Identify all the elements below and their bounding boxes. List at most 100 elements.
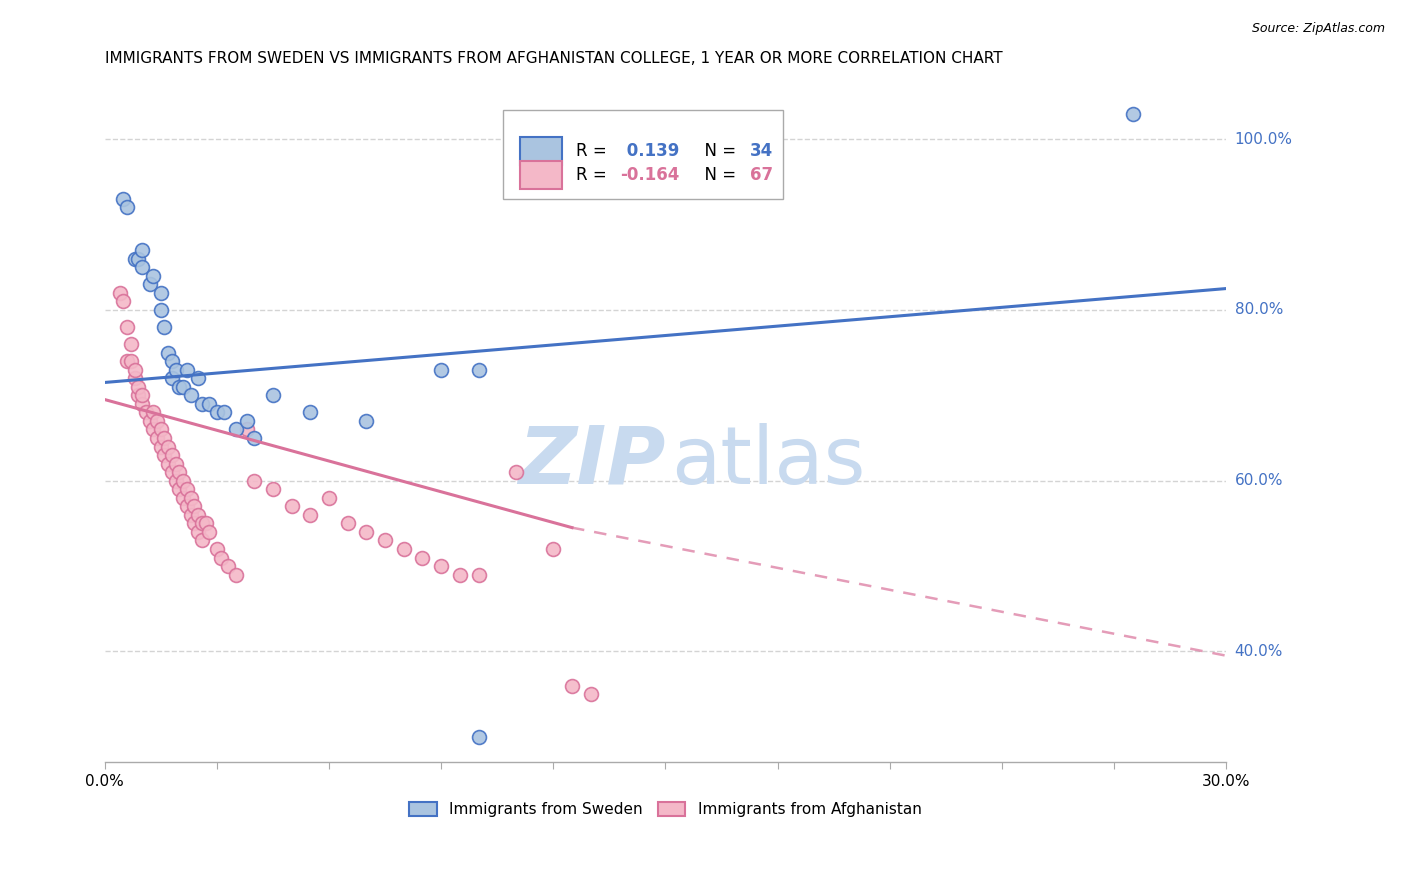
- Point: [165, 362, 187, 376]
- Point: [214, 405, 236, 419]
- Point: [142, 422, 165, 436]
- Point: [318, 491, 340, 505]
- Point: [262, 388, 284, 402]
- Point: [217, 559, 239, 574]
- Point: [176, 500, 198, 514]
- Text: 100.0%: 100.0%: [1234, 132, 1292, 146]
- Point: [142, 268, 165, 283]
- Point: [579, 687, 602, 701]
- Point: [194, 516, 217, 531]
- Point: [160, 371, 183, 385]
- Point: [392, 541, 415, 556]
- Point: [115, 320, 138, 334]
- Point: [153, 448, 176, 462]
- Point: [198, 524, 221, 539]
- Point: [172, 380, 194, 394]
- Point: [180, 491, 202, 505]
- Point: [146, 431, 169, 445]
- Point: [299, 508, 322, 522]
- Point: [149, 285, 172, 300]
- Point: [115, 201, 138, 215]
- FancyBboxPatch shape: [520, 161, 562, 189]
- Point: [187, 524, 209, 539]
- Point: [149, 440, 172, 454]
- Text: 67: 67: [749, 166, 773, 184]
- FancyBboxPatch shape: [520, 136, 562, 165]
- Point: [127, 380, 149, 394]
- Text: R =: R =: [575, 166, 612, 184]
- Point: [243, 431, 266, 445]
- Point: [165, 457, 187, 471]
- Point: [467, 567, 489, 582]
- Point: [187, 371, 209, 385]
- Text: Source: ZipAtlas.com: Source: ZipAtlas.com: [1251, 22, 1385, 36]
- Text: -0.164: -0.164: [620, 166, 681, 184]
- Text: 40.0%: 40.0%: [1234, 644, 1282, 659]
- Point: [165, 474, 187, 488]
- Point: [157, 440, 180, 454]
- Text: atlas: atlas: [671, 423, 866, 501]
- Point: [157, 457, 180, 471]
- Point: [108, 285, 131, 300]
- Point: [467, 362, 489, 376]
- Point: [191, 397, 214, 411]
- Point: [124, 362, 146, 376]
- Point: [149, 302, 172, 317]
- Point: [356, 414, 378, 428]
- Point: [191, 533, 214, 548]
- Point: [131, 243, 153, 257]
- Legend: Immigrants from Sweden, Immigrants from Afghanistan: Immigrants from Sweden, Immigrants from …: [404, 796, 928, 823]
- Point: [225, 422, 247, 436]
- Point: [112, 192, 135, 206]
- Text: 34: 34: [749, 142, 773, 160]
- Point: [149, 422, 172, 436]
- Point: [561, 679, 583, 693]
- Point: [160, 354, 183, 368]
- Point: [172, 474, 194, 488]
- Point: [183, 516, 205, 531]
- Point: [160, 448, 183, 462]
- Point: [127, 388, 149, 402]
- Point: [336, 516, 359, 531]
- Point: [225, 567, 247, 582]
- Text: IMMIGRANTS FROM SWEDEN VS IMMIGRANTS FROM AFGHANISTAN COLLEGE, 1 YEAR OR MORE CO: IMMIGRANTS FROM SWEDEN VS IMMIGRANTS FRO…: [104, 51, 1002, 66]
- Point: [209, 550, 232, 565]
- Point: [180, 388, 202, 402]
- Point: [176, 482, 198, 496]
- Point: [142, 405, 165, 419]
- Point: [112, 294, 135, 309]
- Text: 60.0%: 60.0%: [1234, 473, 1284, 488]
- Point: [160, 465, 183, 479]
- Point: [299, 405, 322, 419]
- Point: [467, 730, 489, 744]
- Point: [131, 388, 153, 402]
- FancyBboxPatch shape: [503, 110, 783, 199]
- Point: [176, 362, 198, 376]
- Point: [153, 431, 176, 445]
- Point: [127, 252, 149, 266]
- Point: [374, 533, 396, 548]
- Point: [153, 320, 176, 334]
- Point: [187, 508, 209, 522]
- Point: [543, 541, 565, 556]
- Point: [120, 354, 142, 368]
- Point: [169, 380, 191, 394]
- Point: [120, 337, 142, 351]
- Point: [205, 541, 228, 556]
- Point: [235, 414, 257, 428]
- Point: [262, 482, 284, 496]
- Point: [124, 252, 146, 266]
- Text: 80.0%: 80.0%: [1234, 302, 1282, 318]
- Text: R =: R =: [575, 142, 612, 160]
- Point: [235, 422, 257, 436]
- Point: [430, 559, 453, 574]
- Point: [169, 482, 191, 496]
- Point: [191, 516, 214, 531]
- Point: [1122, 106, 1144, 120]
- Point: [135, 405, 157, 419]
- Point: [138, 277, 160, 292]
- Point: [205, 405, 228, 419]
- Point: [146, 414, 169, 428]
- Point: [505, 465, 527, 479]
- Point: [198, 397, 221, 411]
